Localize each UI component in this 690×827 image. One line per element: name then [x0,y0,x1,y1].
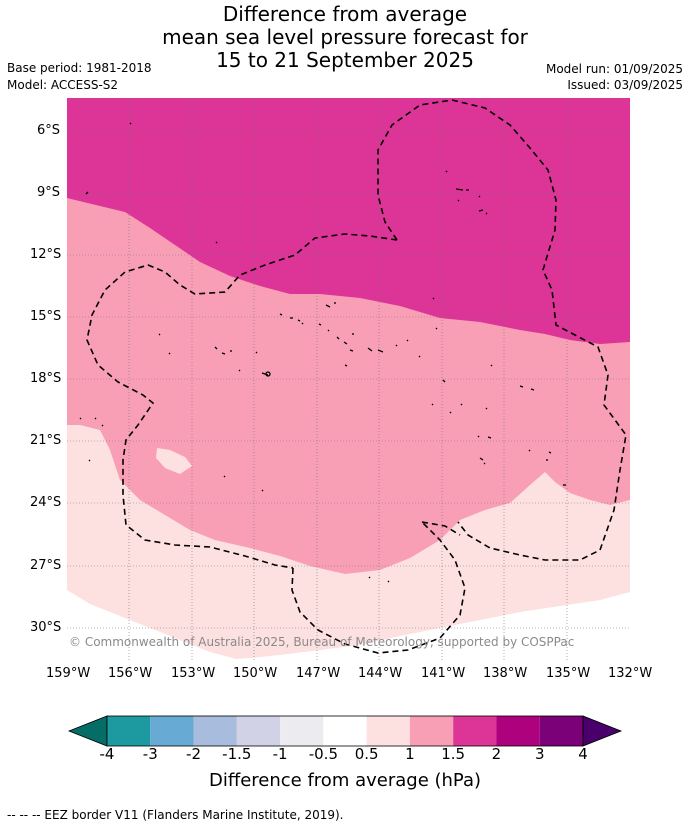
anomaly-band-1.5-2 [67,98,630,344]
lat-label: 12°S [30,247,62,262]
lat-label: 15°S [30,309,62,324]
title-line-1: Difference from average [222,2,468,26]
lon-label: 159°W [46,666,91,681]
colorbar-segment [193,716,237,746]
colorbar-title: Difference from average (hPa) [208,770,482,791]
colorbar-tick-label: 1.5 [441,745,466,763]
colorbar-tick-label: -3 [142,745,158,763]
colorbar-segment [409,716,454,746]
colorbar-over-arrow [582,715,623,747]
lon-label: 147°W [296,666,341,681]
lon-label: 135°W [546,666,591,681]
colorbar-segment [539,716,583,746]
colorbar-tick-label: -1 [272,745,288,763]
colorbar [67,715,623,747]
colorbar-tick-label: 2 [491,745,502,763]
lon-label: 138°W [483,666,528,681]
lon-label: 141°W [421,666,466,681]
colorbar-segment [107,716,151,746]
lon-label: 150°W [233,666,278,681]
lat-label: 9°S [37,185,61,200]
lon-label: 156°W [108,666,153,681]
colorbar-segment [280,716,324,746]
lon-label: 153°W [171,666,216,681]
lat-label: 6°S [37,123,61,138]
lat-label: 27°S [30,558,62,573]
colorbar-under-arrow [67,715,108,747]
colorbar-tick-label: -4 [99,745,115,763]
eez-footnote: -- -- -- EEZ border V11 (Flanders Marine… [7,808,344,822]
title-line-3: 15 to 21 September 2025 [216,48,474,72]
colorbar-segment [323,716,367,746]
base-period: Base period: 1981-2018 [7,61,152,75]
lat-label: 18°S [30,371,62,386]
model-name: Model: ACCESS-S2 [7,78,119,92]
title-line-2: mean sea level pressure forecast for [162,25,528,49]
colorbar-tick-label: 1 [405,745,415,763]
colorbar-frame [106,715,584,747]
colorbar-segment [453,716,497,746]
anomaly-blob [156,448,192,474]
colorbar-tick-label: -2 [186,745,202,763]
colorbar-segment [150,716,194,746]
model-run: Model run: 01/09/2025 [545,62,683,76]
eez-borders [86,99,627,654]
anomaly-band-neutral [67,590,240,660]
colorbar-segment [236,716,281,746]
lat-label: 30°S [30,620,62,635]
colorbar-segment [366,716,410,746]
lon-label: 144°W [358,666,403,681]
lat-label: 24°S [30,495,62,510]
issued-date: Issued: 03/09/2025 [567,78,683,92]
colorbar-tick-label: -0.5 [308,745,338,763]
graticule [67,98,630,660]
colorbar-tick-label: -1.5 [222,745,252,763]
islands [79,122,566,583]
colorbar-tick-label: 3 [534,745,545,763]
colorbar-tick-label: 4 [578,745,588,763]
map: © Commonwealth of Australia 2025, Bureau… [67,98,630,660]
lon-label: 132°W [608,666,653,681]
lat-label: 21°S [30,433,62,448]
colorbar-tick-label: 0.5 [354,745,379,763]
colorbar-segment [496,716,540,746]
copyright-text: © Commonwealth of Australia 2025, Bureau… [69,635,574,649]
